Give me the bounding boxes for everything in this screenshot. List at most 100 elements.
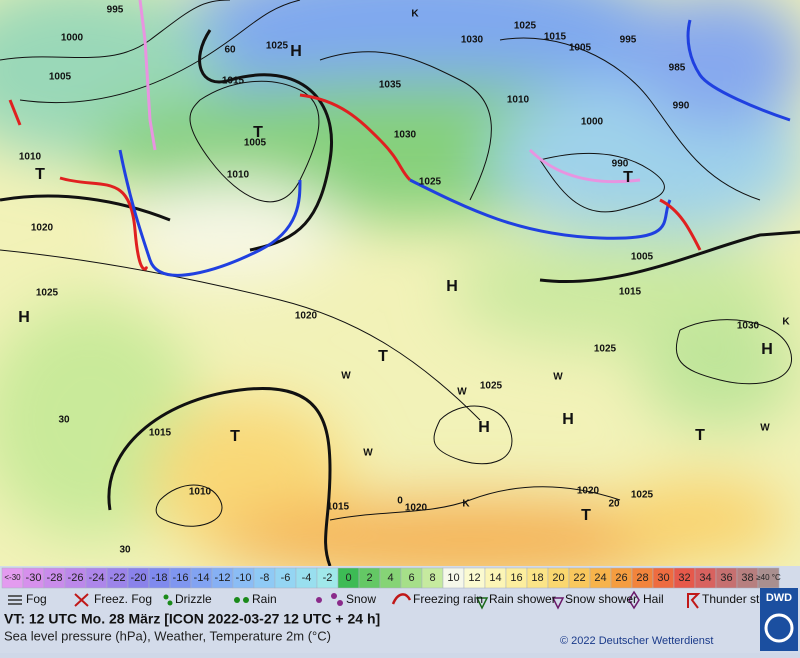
scale-label: 16 xyxy=(510,572,522,584)
scale-label: -12 xyxy=(215,572,231,584)
map-label: K xyxy=(782,317,790,328)
map-label: 1025 xyxy=(266,41,289,52)
pressure-center: T xyxy=(378,348,388,365)
map-label: 30 xyxy=(119,545,131,556)
scale-label: 24 xyxy=(594,572,606,584)
map-label: 1035 xyxy=(379,80,402,91)
map-label: 1000 xyxy=(61,33,84,44)
pressure-center: T xyxy=(253,124,263,141)
temperature-scale: <-30 -30 -28 -26 -24 -22 -20 -18 -16 -14 -12 -10 -8-… xyxy=(1,567,781,589)
map-label: 1010 xyxy=(19,152,42,163)
scale-label: -4 xyxy=(302,572,312,584)
scale-label: -30 xyxy=(26,572,42,584)
dwd-logo-text: DWD xyxy=(766,592,792,604)
hail-icon xyxy=(628,590,640,610)
weather-legend-label: Drizzle xyxy=(175,592,212,606)
scale-label: -2 xyxy=(323,572,333,584)
pressure-center: H xyxy=(290,43,302,60)
scale-label: -18 xyxy=(152,572,168,584)
map-label: 1015 xyxy=(619,287,642,298)
map-label: 1025 xyxy=(36,288,59,299)
pressure-center: H xyxy=(562,411,574,428)
scale-label: 18 xyxy=(531,572,543,584)
map-label: 1010 xyxy=(507,95,530,106)
map-label: 1020 xyxy=(577,486,600,497)
weather-legend-label: Snow shower xyxy=(565,592,637,606)
map-label: 1030 xyxy=(737,321,760,332)
scale-label: -8 xyxy=(260,572,270,584)
map-label: 30 xyxy=(58,415,70,426)
fronts xyxy=(8,0,791,277)
map-label: 1020 xyxy=(31,223,54,234)
map-label: 1025 xyxy=(631,490,654,501)
description: Sea level pressure (hPa), Weather, Tempe… xyxy=(4,628,331,643)
map-label: K xyxy=(462,499,470,510)
map-label: 995 xyxy=(107,5,124,16)
scale-label: 14 xyxy=(489,572,501,584)
map-label: 20 xyxy=(608,499,620,510)
map-label: 1005 xyxy=(569,43,592,54)
scale-label: 28 xyxy=(636,572,648,584)
pressure-center: T xyxy=(230,428,240,445)
scale-label: -6 xyxy=(281,572,291,584)
weather-legend-label: Rain xyxy=(252,592,277,606)
scale-label: 10 xyxy=(447,572,459,584)
pressure-center: T xyxy=(695,427,705,444)
pressure-center: H xyxy=(761,341,773,358)
scale-label: 22 xyxy=(573,572,585,584)
snow-icon xyxy=(316,593,343,606)
map-label: 1025 xyxy=(480,381,503,392)
scale-label: 12 xyxy=(468,572,480,584)
valid-time: VT: 12 UTC Mo. 28 März [ICON 2022-03-27 … xyxy=(4,611,380,627)
map-label: K xyxy=(411,9,419,20)
rain-icon xyxy=(234,597,249,603)
fog-icon xyxy=(8,595,22,605)
scale-label: ≥40 °C xyxy=(756,573,781,582)
scale-label: 30 xyxy=(657,572,669,584)
scale-label: -10 xyxy=(236,572,252,584)
scale-label: 2 xyxy=(366,572,372,584)
scale-label: 36 xyxy=(720,572,732,584)
weather-legend-label: Fog xyxy=(26,592,47,606)
weather-legend-label: Freezing rain xyxy=(413,592,483,606)
dwd-logo-mark xyxy=(764,613,794,643)
pressure-center: H xyxy=(478,419,490,436)
scale-label: 20 xyxy=(552,572,564,584)
map-label: 995 xyxy=(620,35,637,46)
pressure-center: T xyxy=(623,169,633,186)
scale-label: <-30 xyxy=(4,573,21,582)
map-label: 1015 xyxy=(149,428,172,439)
weather-legend-label: Freez. Fog xyxy=(94,592,152,606)
freezing-fog-icon xyxy=(74,593,89,607)
pressure-center: H xyxy=(446,278,458,295)
snow-shower-icon xyxy=(551,597,565,610)
scale-label: 6 xyxy=(408,572,414,584)
scale-label: 34 xyxy=(699,572,711,584)
map-label: W xyxy=(457,387,467,398)
map-label: 1025 xyxy=(594,344,617,355)
map-label: 60 xyxy=(224,45,236,56)
scale-label: 8 xyxy=(429,572,435,584)
drizzle-icon xyxy=(163,594,173,606)
map-label: W xyxy=(363,448,373,459)
scale-label: -22 xyxy=(110,572,126,584)
scale-label: 26 xyxy=(615,572,627,584)
thunderstorm-icon xyxy=(687,593,701,609)
scale-label: -20 xyxy=(131,572,147,584)
map-label: 1000 xyxy=(581,117,604,128)
pressure-center: H xyxy=(18,309,30,326)
map-label: 1005 xyxy=(244,138,267,149)
scale-label: -14 xyxy=(194,572,210,584)
pressure-center: T xyxy=(581,507,591,524)
map-label: 1010 xyxy=(227,170,250,181)
scale-label: -28 xyxy=(47,572,63,584)
freezing-rain-icon xyxy=(391,593,412,605)
weather-legend-label: Rain shower xyxy=(489,592,556,606)
weather-legend-label: Hail xyxy=(643,592,664,606)
map-label: 990 xyxy=(612,159,629,170)
weather-legend-label: Snow xyxy=(346,592,376,606)
